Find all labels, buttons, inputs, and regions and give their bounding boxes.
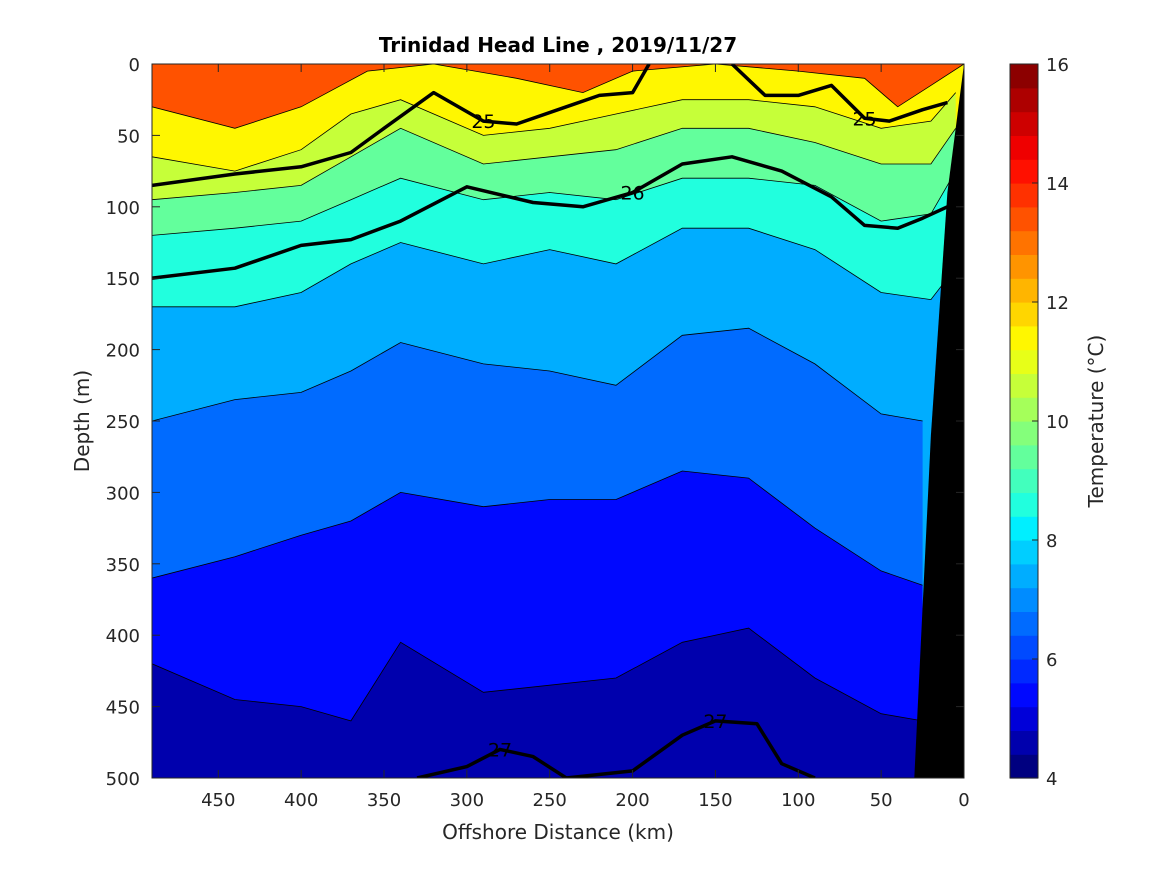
colorbar-band (1010, 706, 1038, 731)
colorbar-ticks: 4 6 8 10 12 14 16 (1032, 55, 1069, 790)
temp-contour-5 (152, 627, 923, 722)
density-label-27: 27 (703, 711, 727, 733)
colorbar-label: Temperature (°C) (1084, 335, 1108, 509)
temp-contour-7 (152, 327, 923, 422)
y-tick-label: 400 (106, 626, 140, 647)
x-tick-label: 100 (781, 790, 815, 811)
colorbar-band (1010, 206, 1038, 232)
x-tick-label: 300 (450, 790, 484, 811)
density-contour-27 (416, 747, 568, 778)
x-tick-label: 450 (201, 790, 235, 811)
colorbar-band (1010, 254, 1038, 279)
density-label-26: 26 (620, 183, 644, 205)
colorbar-band (1010, 159, 1038, 184)
colorbar: 4 6 8 10 12 14 16 Temperature (°C) (1009, 55, 1108, 790)
y-tick-label: 300 (106, 483, 140, 504)
colorbar-band (1010, 325, 1038, 351)
colorbar-band (1010, 730, 1038, 755)
colorbar-band (1010, 444, 1038, 470)
colorbar-tick-label: 6 (1046, 650, 1057, 671)
density-contour-25 (152, 64, 651, 188)
y-tick-label: 150 (106, 269, 140, 290)
colorbar-band (1010, 635, 1038, 660)
density-label-25: 25 (471, 111, 495, 133)
temp-contour-12 (152, 64, 964, 129)
density-contour-26 (152, 155, 949, 280)
x-axis: 450 400 350 300 250 200 150 100 50 0 (201, 64, 970, 811)
colorbar-band (1010, 183, 1038, 208)
x-tick-label: 400 (284, 790, 318, 811)
colorbar-band (1010, 135, 1038, 160)
temp-contour-8 (152, 227, 948, 308)
x-tick-label: 150 (698, 790, 732, 811)
colorbar-band (1010, 754, 1038, 779)
colorbar-band (1010, 611, 1038, 636)
colorbar-band (1010, 278, 1038, 303)
colorbar-band (1010, 373, 1038, 398)
colorbar-band (1010, 230, 1038, 255)
colorbar-band (1010, 587, 1038, 612)
y-tick-label: 100 (106, 198, 140, 219)
y-axis-label: Depth (m) (70, 370, 94, 472)
temperature-contour-lines (152, 64, 964, 722)
colorbar-band (1010, 682, 1038, 708)
temp-contour-11 (152, 92, 957, 172)
chart-title: Trinidad Head Line , 2019/11/27 (379, 33, 737, 57)
x-axis-label: Offshore Distance (km) (442, 820, 674, 844)
density-contour-25 (730, 64, 948, 123)
colorbar-tick-label: 8 (1046, 531, 1057, 552)
y-tick-label: 500 (106, 769, 140, 790)
x-tick-label: 350 (367, 790, 401, 811)
colorbar-band (1010, 468, 1038, 493)
y-tick-label: 250 (106, 412, 140, 433)
colorbar-tick-label: 4 (1046, 769, 1057, 790)
y-tick-label: 50 (117, 126, 140, 147)
seafloor-mask (914, 64, 964, 778)
colorbar-band (1010, 87, 1038, 113)
x-tick-label: 200 (615, 790, 649, 811)
plot-area: 25 25 26 27 27 (151, 63, 965, 779)
y-axis: 0 50 100 150 200 250 300 350 400 450 500 (106, 55, 964, 790)
y-tick-label: 0 (129, 55, 140, 76)
colorbar-tick-label: 10 (1046, 412, 1069, 433)
colorbar-band (1010, 302, 1038, 327)
colorbar-band (1010, 111, 1038, 136)
x-tick-label: 0 (958, 790, 969, 811)
x-tick-label: 250 (533, 790, 567, 811)
colorbar-band (1010, 516, 1038, 541)
density-label-25: 25 (852, 108, 876, 130)
colorbar-band (1010, 492, 1038, 517)
temp-contour-9 (152, 170, 957, 236)
colorbar-band (1010, 540, 1038, 565)
colorbar-band (1010, 64, 1038, 89)
colorbar-band (1010, 421, 1038, 446)
temp-contour-10 (152, 127, 957, 201)
y-tick-label: 350 (106, 555, 140, 576)
colorbar-tick-label: 16 (1046, 55, 1069, 76)
temp-band-5 (152, 628, 923, 778)
colorbar-band (1010, 397, 1038, 422)
y-tick-label: 450 (106, 698, 140, 719)
colorbar-bands (1010, 64, 1038, 779)
colorbar-band (1010, 563, 1038, 589)
colorbar-tick-label: 14 (1046, 174, 1069, 195)
x-tick-label: 50 (870, 790, 893, 811)
density-label-27: 27 (488, 739, 512, 761)
temp-contour-6 (152, 470, 923, 586)
y-tick-label: 200 (106, 341, 140, 362)
colorbar-band (1010, 349, 1038, 374)
temperature-fills (152, 64, 964, 778)
colorbar-tick-label: 12 (1046, 293, 1069, 314)
colorbar-band (1010, 659, 1038, 684)
